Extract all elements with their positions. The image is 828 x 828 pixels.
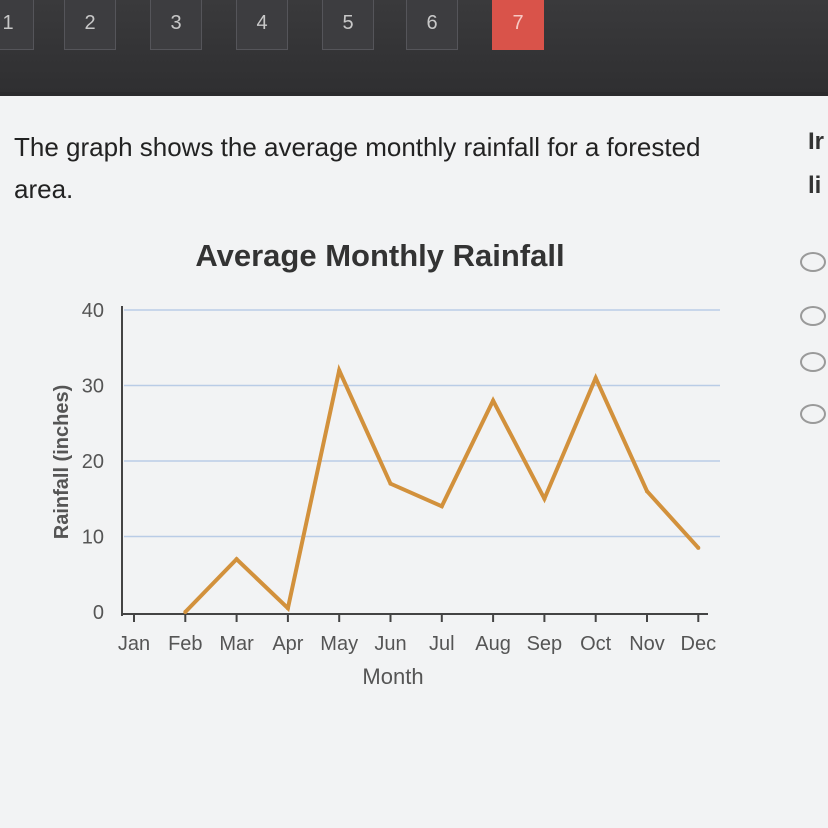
data-point (696, 545, 701, 550)
y-tick-label: 10 (82, 527, 104, 549)
data-point (234, 557, 239, 562)
question-tab-2[interactable]: 2 (64, 0, 116, 50)
x-tick-label: Nov (629, 633, 665, 655)
x-tick-label: Dec (681, 633, 717, 655)
answer-option-radio[interactable] (800, 252, 826, 272)
rainfall-series-line (183, 364, 700, 614)
data-point (491, 398, 496, 403)
x-tick-label: Oct (580, 633, 612, 655)
answer-prompt-line1: Ir (808, 128, 825, 155)
x-tick-label: Apr (272, 633, 303, 655)
question-tab-4[interactable]: 4 (236, 0, 288, 50)
question-text: The graph shows the average monthly rain… (14, 132, 701, 204)
chart-title: Average Monthly Rainfall (195, 238, 564, 273)
question-content (0, 96, 828, 828)
answer-option-radio[interactable] (800, 404, 826, 424)
x-tick-label: Jun (374, 633, 406, 655)
answer-option-radio[interactable] (800, 306, 826, 326)
x-tick-label: Jan (118, 633, 150, 655)
answer-prompt-line2: li (808, 172, 822, 199)
question-tab-5[interactable]: 5 (322, 0, 374, 50)
data-point (645, 489, 649, 494)
x-tick-label: May (320, 633, 358, 655)
data-point (285, 606, 290, 611)
x-tick-label: Sep (527, 633, 563, 655)
question-tab-6[interactable]: 6 (406, 0, 458, 50)
y-tick-label: 0 (93, 602, 104, 624)
question-tab-1[interactable]: 1 (0, 0, 34, 50)
data-point (388, 481, 393, 486)
y-axis-label: Rainfall (inches) (51, 385, 73, 539)
y-tick-label: 20 (82, 451, 104, 473)
data-point (183, 610, 188, 614)
x-tick-label: Feb (168, 633, 202, 655)
data-point (337, 368, 342, 373)
answer-option-radio[interactable] (800, 352, 826, 372)
y-tick-label: 30 (82, 376, 104, 398)
data-point (439, 504, 444, 509)
data-point (542, 496, 547, 501)
x-tick-label: Jul (429, 633, 455, 655)
x-tick-label: Aug (475, 633, 511, 655)
x-tick-label: Mar (219, 633, 254, 655)
y-tick-label: 40 (82, 300, 104, 322)
question-tab-7[interactable]: 7 (492, 0, 544, 50)
data-point (593, 375, 598, 380)
question-tab-3[interactable]: 3 (150, 0, 202, 50)
x-axis-label: Month (362, 664, 423, 689)
